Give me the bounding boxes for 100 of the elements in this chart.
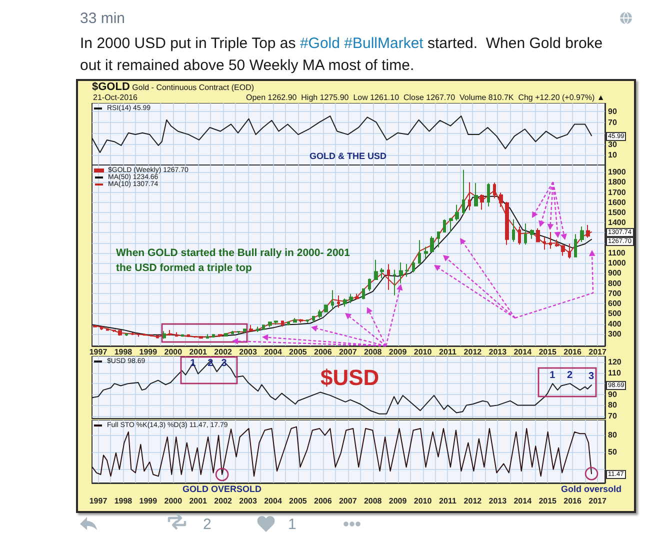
x-tick-label: 2011 <box>439 348 457 356</box>
annotation: Gold oversold <box>561 484 622 494</box>
annotation: 1 <box>550 370 556 382</box>
y-tick-label: 500 <box>608 309 622 318</box>
candlestick <box>362 288 365 300</box>
x-tick-label: 2000 <box>164 348 183 356</box>
candlestick <box>418 240 421 264</box>
candlestick <box>387 264 390 290</box>
y-tick-label: 700 <box>608 288 622 298</box>
y-tick-label: 1000 <box>608 258 626 268</box>
x-tick-label: 2010 <box>414 348 432 356</box>
candlestick <box>524 222 527 246</box>
x-tick-label: 1999 <box>139 496 158 506</box>
candlestick <box>380 268 384 279</box>
candlestick <box>318 309 322 319</box>
text: Open 1262.90 High 1275.90 Low 1261.10 Close 1267.70 Volume 810.7K Chg +12.20 (+0.97%) ▲ <box>246 93 605 102</box>
y-tick-label: 110 <box>608 368 622 378</box>
x-tick-label: 2017 <box>588 348 607 356</box>
candlestick <box>568 243 571 260</box>
candlestick <box>212 334 215 338</box>
x-tick-label: 1998 <box>114 496 133 506</box>
candlestick <box>100 326 103 331</box>
y-tick-label: 80 <box>608 430 618 440</box>
y-tick-label: 80 <box>608 400 618 410</box>
x-tick-label: 1997 <box>89 496 108 506</box>
candlestick <box>112 330 116 333</box>
y-tick-label: 300 <box>608 329 622 338</box>
x-tick-label: 2010 <box>414 496 432 506</box>
x-tick-label: 2005 <box>289 496 308 506</box>
candlestick <box>543 236 546 250</box>
x-tick-label: 1999 <box>139 348 158 356</box>
candlestick <box>106 328 109 331</box>
x-tick-label: 2012 <box>464 348 482 356</box>
candlestick <box>530 229 534 240</box>
candlestick <box>536 228 540 243</box>
candlestick <box>574 234 577 258</box>
y-tick-label: 1700 <box>608 188 626 197</box>
candlestick <box>249 324 253 332</box>
candlestick <box>586 224 590 238</box>
y-tick-label: 800 <box>608 278 622 288</box>
candlestick <box>331 290 334 310</box>
candlestick <box>405 263 409 278</box>
y-tick-label: 1100 <box>608 248 626 258</box>
candlestick <box>262 324 265 330</box>
y-tick-label: 90 <box>608 107 618 116</box>
x-tick-label: 2002 <box>214 348 233 356</box>
y-tick-label: 30 <box>608 140 618 149</box>
candlestick <box>293 317 297 324</box>
y-tick-label: 50 <box>608 447 618 456</box>
x-tick-label: 2000 <box>164 496 183 506</box>
candlestick <box>256 326 259 332</box>
candlestick <box>505 201 509 246</box>
x-tick-label: 2008 <box>364 496 382 506</box>
x-tick-label: 2006 <box>314 348 332 356</box>
x-tick-label: 2012 <box>464 496 482 506</box>
candlestick <box>462 169 465 216</box>
line-series <box>92 360 592 414</box>
text: 2 <box>203 516 212 534</box>
candlestick <box>281 320 284 328</box>
candlestick <box>549 232 552 250</box>
annotation: GOLD OVERSOLD <box>182 484 262 494</box>
x-tick-label: 2007 <box>338 348 358 356</box>
candlestick <box>399 262 403 284</box>
y-tick-label: 90 <box>608 390 618 399</box>
x-tick-label: 2011 <box>439 496 457 506</box>
candlestick <box>231 330 234 334</box>
candlestick <box>287 321 290 326</box>
y-tick-label: 400 <box>608 319 622 328</box>
candlestick <box>312 316 315 323</box>
x-tick-label: 2004 <box>264 496 282 506</box>
chart-title: In 2000 USD put in Triple Top as #Gold #BullMarket started. When Gold broke out it remained above 50 Weekly MA most of time. <box>80 35 603 74</box>
candlestick <box>518 226 521 246</box>
x-tick-label: 2009 <box>388 348 408 356</box>
y-tick-label: 120 <box>608 357 622 366</box>
candlestick <box>337 294 340 308</box>
x-tick-label: 2002 <box>214 496 233 506</box>
y-tick-label: 600 <box>608 299 622 308</box>
candlestick <box>268 321 272 328</box>
candlestick <box>512 218 515 242</box>
y-tick-label: 70 <box>608 412 618 420</box>
candlestick <box>424 246 428 260</box>
x-tick-label: 1997 <box>89 348 108 356</box>
text: 1 <box>288 516 296 534</box>
x-tick-label: 2007 <box>338 496 358 506</box>
x-tick-label: 2009 <box>388 496 408 506</box>
x-tick-label: 2014 <box>514 348 532 356</box>
text: 33 min <box>80 10 126 28</box>
candlestick <box>499 192 503 208</box>
x-tick-label: 2014 <box>514 496 532 506</box>
line-series <box>92 116 592 153</box>
candlestick <box>368 278 371 292</box>
y-tick-label: 900 <box>608 268 622 278</box>
x-tick-label: 2015 <box>538 496 558 506</box>
x-tick-label: 2001 <box>189 496 208 506</box>
candlestick <box>125 332 128 336</box>
candlestick <box>480 194 484 210</box>
candlestick <box>343 298 347 308</box>
candlestick <box>355 293 359 300</box>
candlestick <box>237 330 240 334</box>
x-tick-label: 2003 <box>239 496 258 506</box>
